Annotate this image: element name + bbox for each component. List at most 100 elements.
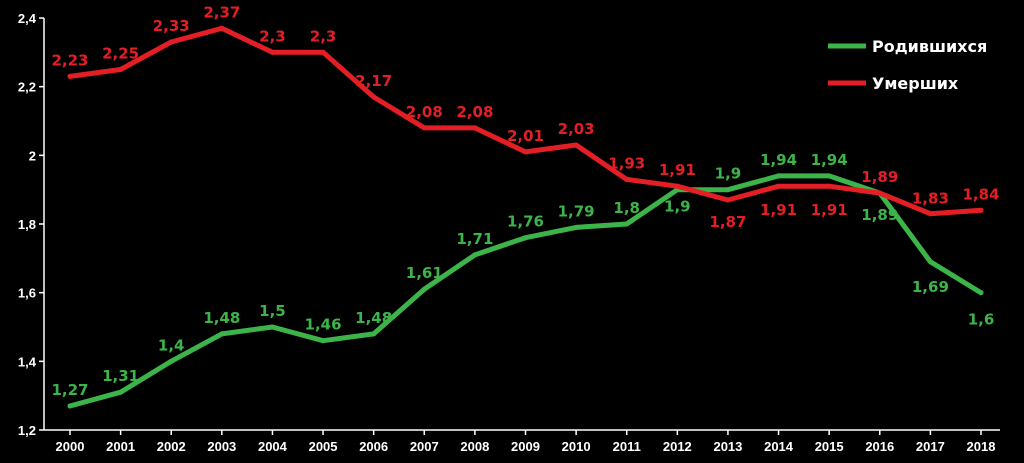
data-point (877, 190, 883, 196)
data-point (67, 73, 73, 79)
data-label: 2,37 (203, 3, 240, 21)
x-tick-label: 2007 (410, 439, 439, 454)
x-tick-label: 2015 (815, 439, 844, 454)
data-point (320, 338, 326, 344)
data-point (624, 221, 630, 227)
data-label: 2,17 (355, 72, 392, 90)
data-label: 1,79 (558, 202, 595, 220)
data-label: 1,71 (456, 230, 493, 248)
data-label: 2,25 (102, 45, 139, 63)
data-label: 1,76 (507, 213, 544, 231)
data-label: 1,5 (259, 302, 286, 320)
data-label: 1,6 (968, 311, 995, 329)
x-tick-label: 2012 (663, 439, 692, 454)
data-point (927, 259, 933, 265)
data-point (118, 67, 124, 72)
data-label: 1,27 (51, 381, 88, 399)
data-label: 2,23 (51, 51, 88, 69)
data-point (978, 207, 984, 213)
x-tick-label: 2010 (562, 439, 591, 454)
data-point (725, 197, 731, 203)
data-point (472, 252, 478, 258)
data-point (168, 358, 174, 364)
x-tick-label: 2009 (511, 439, 540, 454)
data-label: 1,94 (760, 151, 797, 169)
data-point (421, 125, 427, 131)
data-label: 1,91 (659, 161, 696, 179)
data-label: 2,3 (310, 27, 337, 45)
data-point (219, 25, 225, 31)
data-label: 1,31 (102, 367, 139, 385)
x-tick-label: 2016 (865, 439, 894, 454)
data-label: 1,69 (912, 278, 949, 296)
data-label: 1,48 (355, 309, 392, 327)
data-labels: 1,27 1,31 1,4 1,48 1,5 1,46 1,48 1,61 1,71 1,76 1,… (51, 3, 999, 399)
data-label: 2,33 (153, 17, 190, 35)
legend: Родившихся Умерших (828, 37, 987, 93)
x-tick-label: 2013 (713, 439, 742, 454)
data-label: 1,4 (158, 336, 185, 354)
data-point (523, 235, 528, 241)
data-point (118, 389, 124, 395)
data-label: 2,08 (456, 103, 493, 121)
data-label: 1,84 (962, 185, 999, 203)
x-tick-label: 2011 (613, 439, 641, 454)
series-line-1 (67, 25, 984, 217)
y-tick-label: 1,2 (18, 423, 36, 438)
data-point (674, 183, 680, 189)
data-point (978, 290, 984, 296)
data-point (927, 211, 933, 217)
y-tick-label: 1,4 (18, 354, 37, 369)
x-tick-label: 2017 (916, 439, 945, 454)
x-tick-label: 2004 (258, 439, 288, 454)
series-lines (67, 25, 984, 409)
data-label: 1,9 (664, 198, 691, 216)
x-tick-label: 2001 (106, 439, 135, 454)
data-label: 1,94 (811, 151, 848, 169)
data-label: 1,89 (861, 168, 898, 186)
data-point (523, 149, 528, 155)
data-label: 1,91 (811, 201, 848, 219)
y-tick-label: 1,8 (18, 217, 36, 232)
data-point (624, 176, 630, 182)
data-label: 1,83 (912, 190, 949, 208)
y-tick-label: 1,6 (18, 286, 36, 301)
data-point (472, 125, 478, 131)
data-label: 1,89 (861, 206, 898, 224)
x-tick-label: 2000 (56, 439, 85, 454)
data-point (573, 142, 579, 148)
data-point (826, 173, 832, 179)
data-point (219, 331, 225, 337)
data-point (371, 331, 377, 337)
data-point (421, 286, 427, 292)
y-tick-label: 2,4 (18, 11, 37, 26)
data-label: 1,48 (203, 309, 240, 327)
x-tick-label: 2014 (764, 439, 794, 454)
x-tick-label: 2002 (157, 439, 186, 454)
y-tick-label: 2 (29, 148, 36, 163)
data-point (776, 173, 782, 179)
x-tick-label: 2005 (309, 439, 338, 454)
y-tick-label: 2,2 (18, 80, 36, 95)
legend-label-1: Умерших (872, 74, 959, 93)
data-point (67, 403, 73, 409)
data-point (573, 224, 579, 230)
x-tick-label: 2006 (359, 439, 388, 454)
data-label: 2,08 (406, 103, 443, 121)
x-tick-label: 2003 (207, 439, 236, 454)
data-point (776, 183, 782, 189)
data-point (320, 49, 326, 55)
data-point (826, 183, 832, 189)
x-tick-label: 2008 (460, 439, 489, 454)
data-label: 1,9 (715, 165, 742, 183)
data-label: 2,3 (259, 27, 286, 45)
data-label: 1,8 (613, 199, 640, 217)
data-label: 1,87 (709, 213, 746, 231)
x-tick-label: 2018 (967, 439, 996, 454)
legend-label-0: Родившихся (872, 37, 987, 56)
data-label: 1,46 (305, 316, 342, 334)
data-point (269, 49, 275, 55)
data-label: 2,03 (558, 120, 595, 138)
data-label: 1,93 (608, 154, 645, 172)
